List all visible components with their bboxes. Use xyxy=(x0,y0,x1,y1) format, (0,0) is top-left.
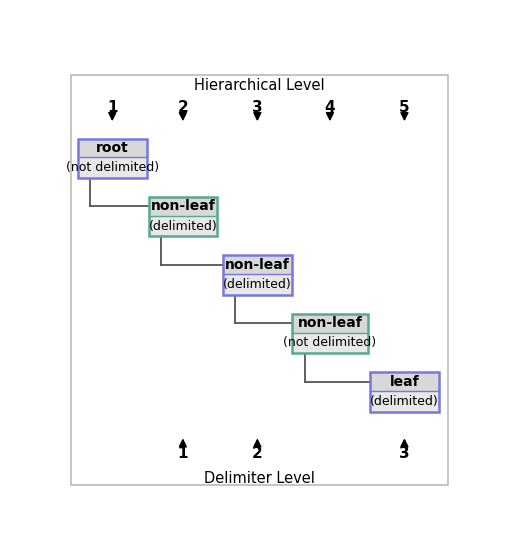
Text: 3: 3 xyxy=(251,100,262,115)
Text: root: root xyxy=(96,141,128,155)
FancyBboxPatch shape xyxy=(369,372,438,391)
FancyBboxPatch shape xyxy=(223,255,291,274)
Text: non-leaf: non-leaf xyxy=(297,316,362,330)
Text: leaf: leaf xyxy=(389,375,419,389)
FancyBboxPatch shape xyxy=(223,255,291,295)
Text: (delimited): (delimited) xyxy=(369,395,438,408)
Text: non-leaf: non-leaf xyxy=(150,199,215,213)
Text: 4: 4 xyxy=(324,100,334,115)
Text: 3: 3 xyxy=(398,446,409,461)
FancyBboxPatch shape xyxy=(291,314,368,333)
Text: non-leaf: non-leaf xyxy=(225,258,289,272)
Text: 1: 1 xyxy=(107,100,117,115)
FancyBboxPatch shape xyxy=(148,197,217,236)
FancyBboxPatch shape xyxy=(148,197,217,216)
Text: 2: 2 xyxy=(251,446,262,461)
FancyBboxPatch shape xyxy=(369,372,438,412)
Text: (not delimited): (not delimited) xyxy=(283,336,376,350)
FancyBboxPatch shape xyxy=(291,314,368,353)
Text: 2: 2 xyxy=(177,100,188,115)
Text: (delimited): (delimited) xyxy=(223,278,291,291)
Text: 1: 1 xyxy=(177,446,188,461)
FancyBboxPatch shape xyxy=(78,138,146,178)
Text: 5: 5 xyxy=(398,100,409,115)
Text: Hierarchical Level: Hierarchical Level xyxy=(193,78,324,93)
Text: (not delimited): (not delimited) xyxy=(66,161,159,174)
Text: (delimited): (delimited) xyxy=(148,219,217,233)
FancyBboxPatch shape xyxy=(78,138,146,157)
Text: Delimiter Level: Delimiter Level xyxy=(204,471,314,486)
